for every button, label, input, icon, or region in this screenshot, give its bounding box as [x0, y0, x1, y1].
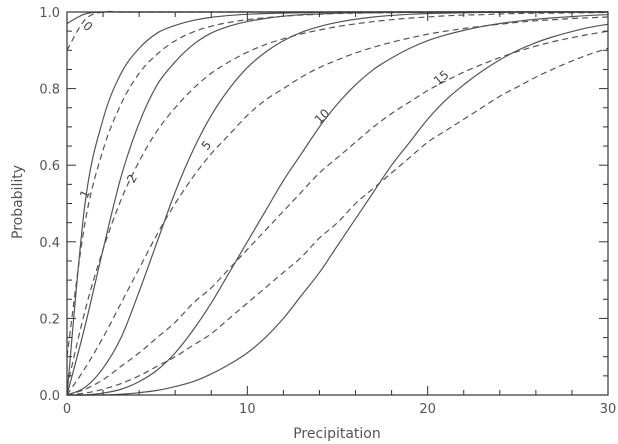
x-axis-title: Precipitation	[293, 426, 381, 442]
x-tick-label: 20	[419, 402, 436, 417]
y-tick-label: 1.0	[39, 6, 60, 21]
dashed-curve-7	[66, 16, 609, 396]
dashed-curve-5	[66, 11, 609, 388]
y-tick-label: 0.0	[39, 389, 60, 404]
x-tick-label: 0	[63, 402, 71, 417]
y-tick-label: 0.8	[39, 83, 60, 98]
y-tick-label: 0.6	[39, 159, 60, 174]
solid-curve-10	[66, 23, 609, 396]
dashed-curve-9	[66, 30, 609, 396]
x-tick-label: 10	[239, 402, 256, 417]
y-tick-label: 0.4	[39, 236, 60, 251]
solid-curve-8	[66, 14, 609, 396]
axes: 0 10 20 30 0.0 0.2 0.4 0.6 0.8 1.0	[39, 6, 616, 417]
y-tick-label: 0.2	[39, 312, 60, 327]
dashed-curve-11	[66, 47, 609, 396]
y-axis-title: Probability	[10, 165, 26, 239]
x-tick-label: 30	[600, 402, 617, 417]
